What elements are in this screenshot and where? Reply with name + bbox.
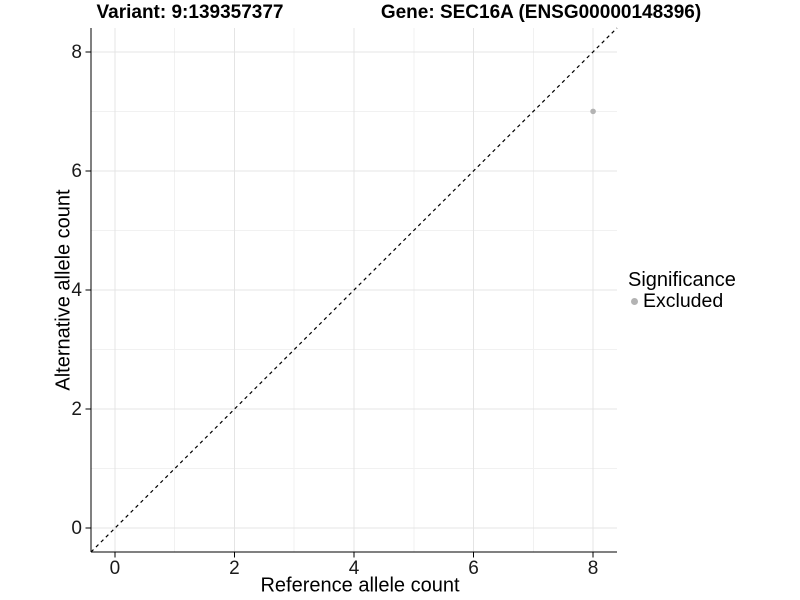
legend: Significance Excluded	[628, 270, 736, 312]
data-point	[590, 108, 596, 115]
x-tick-label: 2	[229, 558, 240, 579]
legend-item-excluded: Excluded	[628, 291, 736, 312]
plot-title-variant: Variant: 9:139357377	[96, 2, 284, 23]
plot-title-gene: Gene: SEC16A (ENSG00000148396)	[380, 2, 702, 23]
identity-reference-line	[90, 27, 618, 553]
x-tick-label: 6	[468, 558, 479, 579]
legend-key-dot	[631, 298, 638, 305]
y-tick-label: 4	[71, 280, 82, 301]
legend-title: Significance	[628, 269, 736, 291]
x-tick-label: 4	[349, 558, 360, 579]
y-tick-label: 6	[71, 161, 82, 182]
y-tick-label: 2	[71, 399, 82, 420]
x-tick-label: 0	[110, 558, 121, 579]
x-axis-title: Reference allele count	[260, 574, 460, 597]
x-tick-label: 8	[588, 558, 599, 579]
y-tick-label: 0	[71, 518, 82, 539]
legend-item-label: Excluded	[643, 290, 724, 312]
y-axis-title: Alternative allele count	[52, 189, 75, 391]
y-tick-label: 8	[71, 42, 82, 63]
